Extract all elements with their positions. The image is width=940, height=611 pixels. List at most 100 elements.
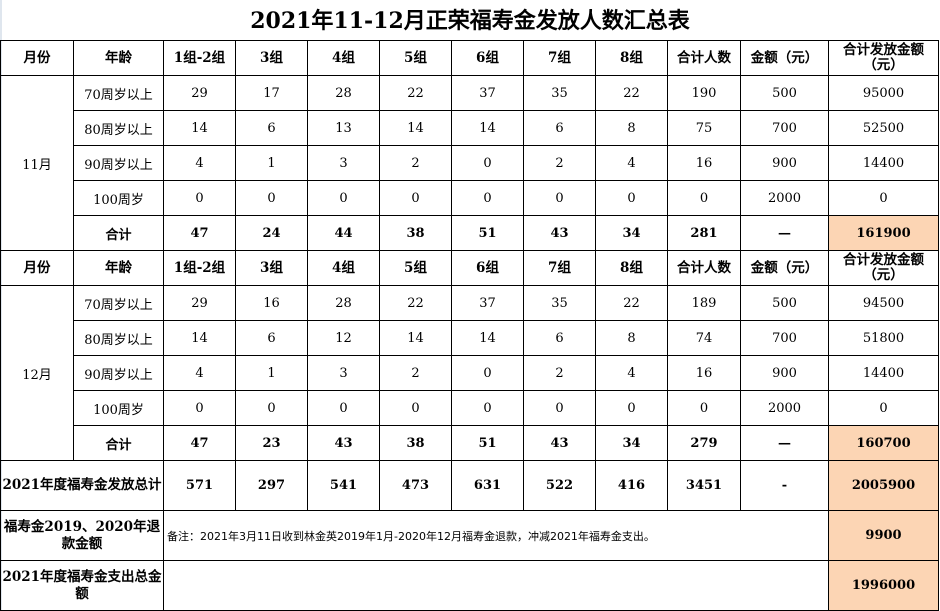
value-cell[interactable]: 14 [451, 320, 524, 356]
value-cell[interactable]: 2000 [740, 180, 829, 216]
value-cell[interactable]: 22 [379, 75, 452, 111]
age-cell[interactable]: 70周岁以上 [73, 285, 164, 321]
header-cell[interactable]: 金额（元） [740, 40, 829, 76]
value-cell[interactable]: 4 [595, 355, 668, 391]
value-cell[interactable]: 6 [523, 110, 596, 146]
total-cell[interactable]: 281 [667, 215, 741, 251]
value-cell[interactable]: 0 [235, 390, 308, 426]
header-cell[interactable]: 3组 [235, 40, 308, 76]
value-cell[interactable]: 14 [163, 110, 236, 146]
value-cell[interactable]: 75 [667, 110, 741, 146]
value-cell[interactable]: 94500 [828, 285, 939, 321]
value-cell[interactable]: 0 [523, 180, 596, 216]
value-cell[interactable]: 35 [523, 75, 596, 111]
value-cell[interactable]: 0 [667, 390, 741, 426]
empty-cell[interactable] [163, 560, 829, 611]
total-cell[interactable]: 47 [163, 215, 236, 251]
header-cell[interactable]: 5组 [379, 40, 452, 76]
value-cell[interactable]: 0 [451, 145, 524, 181]
value-cell[interactable]: 12 [307, 320, 380, 356]
annual-total-cell[interactable]: 631 [451, 460, 524, 511]
expense-total-amount[interactable]: 1996000 [828, 560, 939, 611]
month-cell[interactable]: 11月 [0, 75, 74, 251]
total-cell[interactable]: 43 [523, 215, 596, 251]
value-cell[interactable]: 2000 [740, 390, 829, 426]
value-cell[interactable]: 14 [163, 320, 236, 356]
annual-total-cell[interactable]: 571 [163, 460, 236, 511]
value-cell[interactable]: 37 [451, 285, 524, 321]
header-cell[interactable]: 金额（元） [740, 250, 829, 286]
total-cell[interactable]: 23 [235, 425, 308, 461]
age-cell[interactable]: 90周岁以上 [73, 355, 164, 391]
value-cell[interactable]: 0 [451, 390, 524, 426]
total-cell[interactable]: 47 [163, 425, 236, 461]
header-cell[interactable]: 年龄 [73, 40, 164, 76]
value-cell[interactable]: 0 [828, 390, 939, 426]
value-cell[interactable]: 22 [595, 75, 668, 111]
total-cell[interactable]: 34 [595, 425, 668, 461]
value-cell[interactable]: 700 [740, 320, 829, 356]
value-cell[interactable]: 4 [163, 355, 236, 391]
value-cell[interactable]: 500 [740, 285, 829, 321]
value-cell[interactable]: 28 [307, 75, 380, 111]
value-cell[interactable]: 74 [667, 320, 741, 356]
header-cell[interactable]: 7组 [523, 250, 596, 286]
value-cell[interactable]: 3 [307, 145, 380, 181]
age-cell[interactable]: 90周岁以上 [73, 145, 164, 181]
annual-total-cell[interactable]: 297 [235, 460, 308, 511]
value-cell[interactable]: 16 [667, 145, 741, 181]
annual-total-amount[interactable]: 2005900 [828, 460, 939, 511]
total-cell[interactable]: 38 [379, 425, 452, 461]
value-cell[interactable]: 1 [235, 145, 308, 181]
value-cell[interactable]: 2 [379, 145, 452, 181]
header-cell[interactable]: 8组 [595, 40, 668, 76]
value-cell[interactable]: 0 [595, 180, 668, 216]
value-cell[interactable]: 900 [740, 145, 829, 181]
value-cell[interactable]: 8 [595, 110, 668, 146]
value-cell[interactable]: 0 [828, 180, 939, 216]
annual-total-label[interactable]: 2021年度福寿金发放总计 [0, 460, 164, 511]
value-cell[interactable]: 0 [379, 390, 452, 426]
value-cell[interactable]: 22 [595, 285, 668, 321]
total-amount[interactable]: 160700 [828, 425, 939, 461]
header-cell[interactable]: 5组 [379, 250, 452, 286]
annual-total-cell[interactable]: 541 [307, 460, 380, 511]
header-cell[interactable]: 3组 [235, 250, 308, 286]
header-cell[interactable]: 6组 [451, 40, 524, 76]
value-cell[interactable]: 14 [379, 110, 452, 146]
value-cell[interactable]: 37 [451, 75, 524, 111]
value-cell[interactable]: 2 [523, 355, 596, 391]
total-label[interactable]: 合计 [73, 425, 164, 461]
header-cell[interactable]: 1组-2组 [163, 250, 236, 286]
value-cell[interactable]: 0 [451, 180, 524, 216]
header-cell[interactable]: 1组-2组 [163, 40, 236, 76]
total-label[interactable]: 合计 [73, 215, 164, 251]
value-cell[interactable]: 22 [379, 285, 452, 321]
value-cell[interactable]: 0 [235, 180, 308, 216]
header-cell[interactable]: 月份 [0, 40, 74, 76]
value-cell[interactable]: 3 [307, 355, 380, 391]
age-cell[interactable]: 100周岁 [73, 180, 164, 216]
value-cell[interactable]: 1 [235, 355, 308, 391]
value-cell[interactable]: 0 [307, 180, 380, 216]
value-cell[interactable]: 500 [740, 75, 829, 111]
refund-amount[interactable]: 9900 [828, 510, 939, 561]
value-cell[interactable]: 4 [595, 145, 668, 181]
value-cell[interactable]: 17 [235, 75, 308, 111]
value-cell[interactable]: 14 [451, 110, 524, 146]
value-cell[interactable]: 0 [379, 180, 452, 216]
value-cell[interactable]: 14 [379, 320, 452, 356]
total-cell[interactable]: 34 [595, 215, 668, 251]
header-cell[interactable]: 合计发放金额（元） [828, 250, 939, 286]
value-cell[interactable]: 0 [451, 355, 524, 391]
header-cell[interactable]: 4组 [307, 40, 380, 76]
value-cell[interactable]: 0 [307, 390, 380, 426]
month-cell[interactable]: 12月 [0, 285, 74, 461]
value-cell[interactable]: 0 [163, 390, 236, 426]
value-cell[interactable]: 16 [235, 285, 308, 321]
value-cell[interactable]: 35 [523, 285, 596, 321]
header-cell[interactable]: 合计人数 [667, 250, 741, 286]
header-cell[interactable]: 6组 [451, 250, 524, 286]
value-cell[interactable]: 8 [595, 320, 668, 356]
value-cell[interactable]: 29 [163, 75, 236, 111]
